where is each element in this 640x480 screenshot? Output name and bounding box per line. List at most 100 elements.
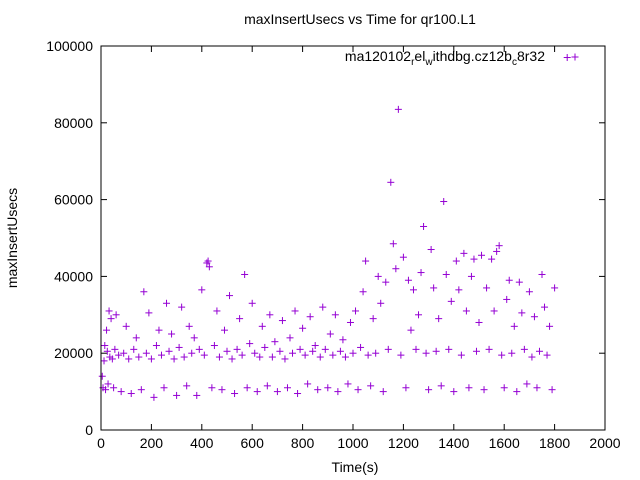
legend-label: ma120102relwithdbg.cz12bc8r32 [345, 48, 545, 68]
chart-title: maxInsertUsecs vs Time for qr100.L1 [244, 11, 476, 27]
data-point [233, 345, 241, 353]
data-point [483, 284, 491, 292]
data-point [493, 247, 501, 255]
legend-marker [571, 53, 579, 61]
y-axis-label: maxInsertUsecs [4, 188, 20, 288]
x-axis-label: Time(s) [332, 459, 379, 475]
data-point [241, 270, 249, 278]
data-point [462, 307, 470, 315]
data-point [193, 391, 201, 399]
data-point [510, 322, 518, 330]
data-point [198, 286, 206, 294]
data-point [220, 326, 228, 334]
data-point [100, 357, 108, 365]
data-point [402, 384, 410, 392]
data-point [445, 345, 453, 353]
data-point [420, 222, 428, 230]
data-point [294, 390, 302, 398]
data-point [435, 315, 443, 323]
data-point [175, 343, 183, 351]
data-point [364, 351, 372, 359]
x-tick-label: 1200 [388, 435, 419, 451]
data-point [132, 334, 140, 342]
data-point [208, 384, 216, 392]
data-point [367, 382, 375, 390]
data-point [535, 347, 543, 355]
data-point [103, 347, 111, 355]
data-point [425, 386, 433, 394]
data-point [551, 284, 559, 292]
data-point [195, 345, 203, 353]
data-point [485, 345, 493, 353]
data-point [263, 382, 271, 390]
y-tick-label: 100000 [46, 38, 93, 54]
data-point [122, 322, 130, 330]
data-point [173, 391, 181, 399]
data-point [301, 351, 309, 359]
data-point [498, 351, 506, 359]
data-point [442, 270, 450, 278]
data-point [505, 276, 513, 284]
data-point [108, 355, 116, 363]
data-point [352, 307, 360, 315]
data-point [467, 272, 475, 280]
data-point [397, 351, 405, 359]
data-point [314, 386, 322, 394]
data-point [283, 384, 291, 392]
data-point [392, 265, 400, 273]
data-point [344, 380, 352, 388]
data-point [339, 336, 347, 344]
data-point [157, 351, 165, 359]
data-point [150, 393, 158, 401]
data-points [98, 54, 571, 401]
data-point [112, 311, 120, 319]
data-point [520, 345, 528, 353]
data-point [563, 54, 571, 62]
data-point [427, 246, 435, 254]
data-point [115, 351, 123, 359]
data-point [135, 353, 143, 361]
data-point [541, 303, 549, 311]
data-point [105, 307, 113, 315]
data-point [296, 345, 304, 353]
plot-frame [100, 45, 606, 431]
x-tick-label: 1000 [337, 435, 368, 451]
data-point [460, 249, 468, 257]
x-tick-label: 1800 [539, 435, 570, 451]
data-point [200, 351, 208, 359]
data-point [475, 318, 483, 326]
data-point [103, 326, 111, 334]
data-point [140, 288, 148, 296]
data-point [155, 326, 163, 334]
data-point [417, 269, 425, 277]
data-point [525, 288, 533, 296]
data-point [530, 313, 538, 321]
data-point [183, 382, 191, 390]
data-point [243, 384, 251, 392]
legend: ma120102relwithdbg.cz12bc8r32 [345, 48, 579, 68]
data-point [258, 322, 266, 330]
data-point [223, 347, 231, 355]
data-point [523, 380, 531, 388]
data-point [331, 311, 339, 319]
data-point [495, 242, 503, 250]
data-point [379, 388, 387, 396]
data-point [404, 276, 412, 284]
data-point [384, 345, 392, 353]
data-point [215, 353, 223, 361]
data-point [457, 351, 465, 359]
data-point [180, 353, 188, 361]
data-point [309, 347, 317, 355]
data-point [117, 388, 125, 396]
data-point [470, 255, 478, 263]
data-point [518, 309, 526, 317]
data-point [528, 353, 536, 361]
data-point [354, 386, 362, 394]
data-point [248, 299, 256, 307]
data-point [346, 318, 354, 326]
data-point [430, 284, 438, 292]
x-tick-label: 0 [97, 435, 105, 451]
data-point [455, 286, 463, 294]
data-point [472, 347, 480, 355]
